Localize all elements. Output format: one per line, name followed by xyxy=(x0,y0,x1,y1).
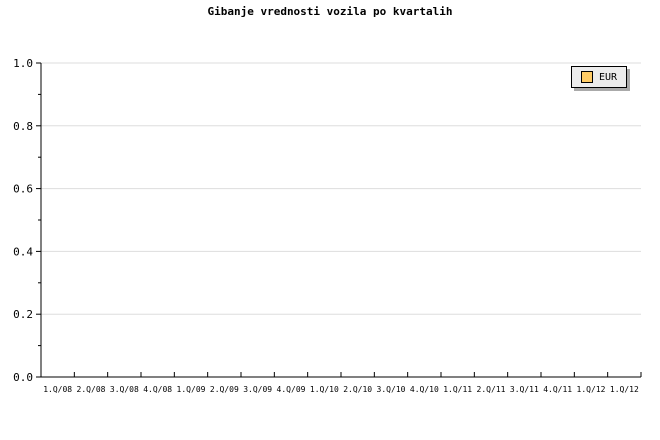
x-tick-label: 3.Q/10 xyxy=(377,385,406,394)
y-tick-label: 0.8 xyxy=(13,120,33,133)
x-tick-label: 1.Q/10 xyxy=(310,385,339,394)
legend-swatch-eur xyxy=(581,71,593,83)
x-tick-label: 1.Q/12 xyxy=(577,385,606,394)
x-tick-label: 2.Q/09 xyxy=(210,385,239,394)
x-tick-label: 1.Q/11 xyxy=(443,385,472,394)
legend: EUR xyxy=(571,66,627,88)
x-tick-label: 4.Q/10 xyxy=(410,385,439,394)
x-tick-label: 4.Q/08 xyxy=(143,385,172,394)
x-tick-label: 1.Q/09 xyxy=(177,385,206,394)
x-tick-label: 2.Q/11 xyxy=(477,385,506,394)
y-tick-label: 0.4 xyxy=(13,245,33,258)
x-tick-label: 4.Q/09 xyxy=(277,385,306,394)
x-tick-label: 3.Q/08 xyxy=(110,385,139,394)
x-tick-label: 4.Q/11 xyxy=(543,385,572,394)
x-tick-label: 1.Q/12 xyxy=(610,385,639,394)
x-tick-label: 3.Q/09 xyxy=(243,385,272,394)
legend-label-eur: EUR xyxy=(599,71,618,83)
x-tick-label: 1.Q/08 xyxy=(43,385,72,394)
y-tick-label: 0.2 xyxy=(13,308,33,321)
y-tick-label: 0.6 xyxy=(13,183,33,196)
x-tick-label: 3.Q/11 xyxy=(510,385,539,394)
x-tick-label: 2.Q/08 xyxy=(77,385,106,394)
y-tick-label: 0.0 xyxy=(13,371,33,384)
chart-title: Gibanje vrednosti vozila po kvartalih xyxy=(207,5,453,18)
y-tick-label: 1.0 xyxy=(13,57,33,70)
x-tick-label: 2.Q/10 xyxy=(343,385,372,394)
